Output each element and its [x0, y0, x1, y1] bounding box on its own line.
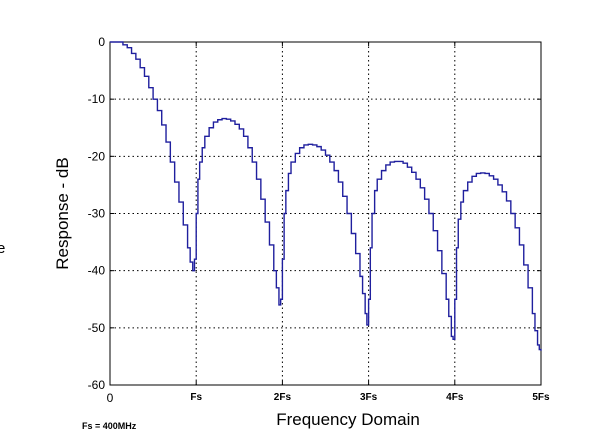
y-tick-label: -10 [88, 92, 106, 106]
y-tick-label: -50 [88, 321, 106, 335]
y-axis-title: Response - dB [53, 157, 72, 269]
x-tick-label: 5Fs [532, 392, 550, 403]
clipped-edge-text: e [0, 240, 5, 257]
x-tick-label: Fs [190, 392, 202, 403]
y-tick-label: -40 [88, 264, 106, 278]
x-tick-label: 2Fs [274, 392, 292, 403]
y-tick-label: -20 [88, 149, 106, 163]
y-tick-label: 0 [98, 35, 105, 49]
plot-area-frame [109, 41, 542, 386]
response-series-line [110, 41, 542, 351]
x-tick-label: 0 [107, 391, 114, 405]
x-tick-label: 4Fs [446, 392, 464, 403]
x-axis-title: Frequency Domain [276, 410, 420, 429]
y-tick-label: -30 [88, 207, 106, 221]
grid-lines [110, 42, 541, 385]
x-tick-label: 3Fs [360, 392, 378, 403]
axis-ticks: 0 Fs 2Fs 3Fs 4Fs 5Fs 0 -10 -20 -30 -40 -50 -60 [88, 35, 550, 405]
sampling-frequency-note: Fs = 400MHz [82, 421, 137, 431]
y-tick-label: -60 [88, 378, 106, 392]
series-layer [110, 41, 542, 351]
